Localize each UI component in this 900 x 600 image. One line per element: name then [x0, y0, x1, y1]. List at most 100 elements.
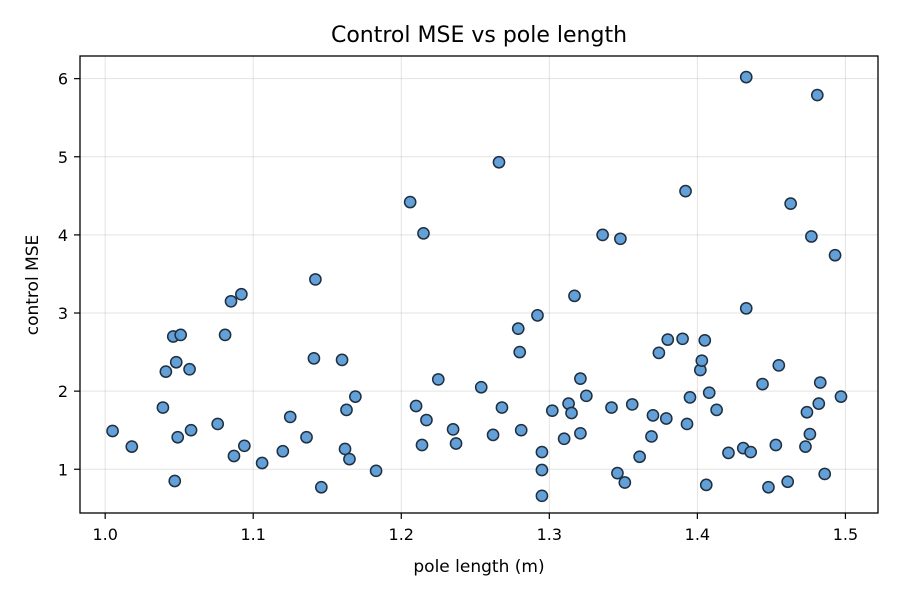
data-point	[579, 389, 593, 403]
data-point	[818, 467, 832, 481]
data-point	[417, 226, 430, 240]
data-point	[183, 362, 196, 376]
data-point	[300, 430, 313, 444]
data-point	[106, 424, 119, 438]
chart-title: Control MSE vs pole length	[331, 23, 627, 48]
data-point	[227, 449, 241, 463]
data-point	[683, 391, 697, 404]
data-point	[237, 439, 251, 453]
data-point	[698, 334, 712, 347]
x-tick-label: 1.5	[833, 525, 858, 544]
data-point	[125, 440, 139, 453]
data-point	[235, 287, 248, 301]
data-point	[739, 70, 753, 84]
data-point	[565, 406, 578, 420]
y-tick-label: 4	[58, 226, 68, 245]
data-point	[314, 480, 328, 494]
data-point	[784, 197, 797, 210]
data-point	[495, 401, 509, 414]
data-point	[449, 437, 463, 450]
data-point	[661, 333, 675, 346]
data-points	[106, 70, 848, 503]
data-point	[710, 403, 723, 417]
data-point	[545, 404, 559, 418]
data-point	[307, 351, 321, 365]
data-point	[805, 230, 818, 243]
data-point	[446, 423, 460, 436]
y-tick-label: 1	[58, 460, 68, 479]
data-point	[474, 380, 488, 394]
data-point	[611, 466, 624, 480]
data-point	[695, 354, 709, 368]
data-point	[174, 328, 188, 342]
data-point	[834, 390, 848, 403]
data-point	[645, 430, 658, 443]
data-point	[799, 440, 812, 453]
data-point	[169, 355, 183, 369]
data-point	[535, 445, 549, 459]
data-point	[224, 294, 238, 308]
data-point	[403, 195, 417, 209]
data-point	[568, 289, 581, 303]
data-point	[812, 397, 826, 410]
data-point	[159, 365, 173, 378]
data-point	[756, 377, 769, 391]
x-tick-label: 1.0	[92, 525, 117, 544]
data-point	[156, 401, 170, 414]
plot-frame	[79, 55, 879, 514]
data-point	[652, 346, 666, 360]
data-point	[762, 480, 775, 494]
data-point	[255, 456, 269, 470]
data-point	[633, 450, 646, 464]
data-point	[679, 184, 692, 198]
data-point	[803, 427, 817, 441]
grid-lines	[80, 56, 878, 513]
data-point	[409, 399, 423, 413]
data-point	[535, 489, 549, 503]
data-point	[739, 301, 753, 315]
data-point	[574, 426, 587, 440]
data-point	[535, 463, 549, 477]
x-axis-ticks: 1.0 1.1 1.2 1.3 1.4 1.5	[92, 513, 858, 544]
data-point	[722, 446, 735, 460]
data-point	[614, 232, 627, 246]
data-point	[699, 478, 713, 492]
data-point	[492, 155, 506, 169]
data-point	[514, 423, 528, 437]
x-tick-label: 1.3	[537, 525, 562, 544]
y-tick-label: 2	[58, 382, 68, 401]
data-point	[513, 345, 527, 359]
data-point	[171, 430, 185, 444]
data-point	[813, 376, 827, 389]
data-point	[486, 428, 500, 442]
data-point	[218, 328, 232, 342]
data-point	[828, 248, 842, 262]
y-tick-label: 5	[58, 148, 68, 167]
data-point	[574, 372, 587, 385]
data-point	[596, 228, 609, 242]
data-point	[511, 322, 525, 335]
data-point	[557, 432, 571, 446]
data-point	[659, 412, 673, 425]
y-tick-label: 3	[58, 304, 68, 323]
data-point	[618, 476, 632, 489]
data-point	[676, 332, 689, 346]
data-point	[338, 442, 352, 456]
data-point	[625, 398, 639, 411]
data-point	[702, 386, 716, 400]
data-point	[309, 273, 322, 286]
y-axis-label: control MSE	[23, 235, 43, 336]
data-point	[343, 452, 356, 466]
data-point	[781, 475, 795, 489]
y-tick-label: 6	[58, 70, 68, 89]
data-point	[531, 309, 544, 322]
y-axis-ticks: 1 2 3 4 5 6	[58, 70, 80, 479]
data-point	[184, 423, 198, 437]
data-point	[283, 410, 297, 424]
x-tick-label: 1.4	[685, 525, 710, 544]
data-point	[680, 417, 694, 431]
data-point	[340, 403, 353, 417]
data-point	[349, 390, 362, 403]
data-point	[810, 88, 824, 102]
